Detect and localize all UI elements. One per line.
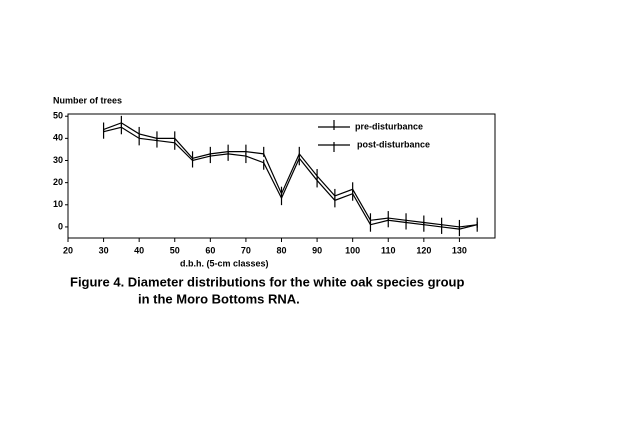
x-tick-label: 40: [134, 245, 144, 255]
x-tick-label: 50: [170, 245, 180, 255]
y-axis-label: Number of trees: [53, 95, 122, 105]
x-tick-label: 60: [205, 245, 215, 255]
x-tick-label: 110: [381, 245, 396, 255]
x-axis-label: d.b.h. (5-cm classes): [180, 258, 269, 268]
x-tick-label: 100: [345, 245, 360, 255]
y-tick-label: 10: [53, 199, 63, 209]
series-line: [103, 122, 478, 228]
x-tick-label: 20: [63, 245, 73, 255]
x-tick-label: 120: [416, 245, 431, 255]
x-tick-label: 70: [241, 245, 251, 255]
y-tick-label: 40: [53, 133, 63, 143]
chart-subtitle: in the Moro Bottoms RNA.: [138, 291, 300, 306]
x-tick-label: 30: [99, 245, 109, 255]
series-line: [103, 126, 478, 230]
legend-label: post-disturbance: [357, 139, 430, 149]
y-tick-label: 0: [58, 221, 63, 231]
x-tick-label: 90: [312, 245, 322, 255]
plot-frame: [67, 113, 496, 239]
chart-title: Figure 4. Diameter distributions for the…: [70, 274, 464, 289]
y-tick-label: 30: [53, 155, 63, 165]
x-tick-label: 80: [276, 245, 286, 255]
x-tick-label: 130: [452, 245, 467, 255]
y-tick-label: 20: [53, 177, 63, 187]
legend-label: pre-disturbance: [355, 121, 423, 131]
y-tick-label: 50: [53, 111, 63, 121]
